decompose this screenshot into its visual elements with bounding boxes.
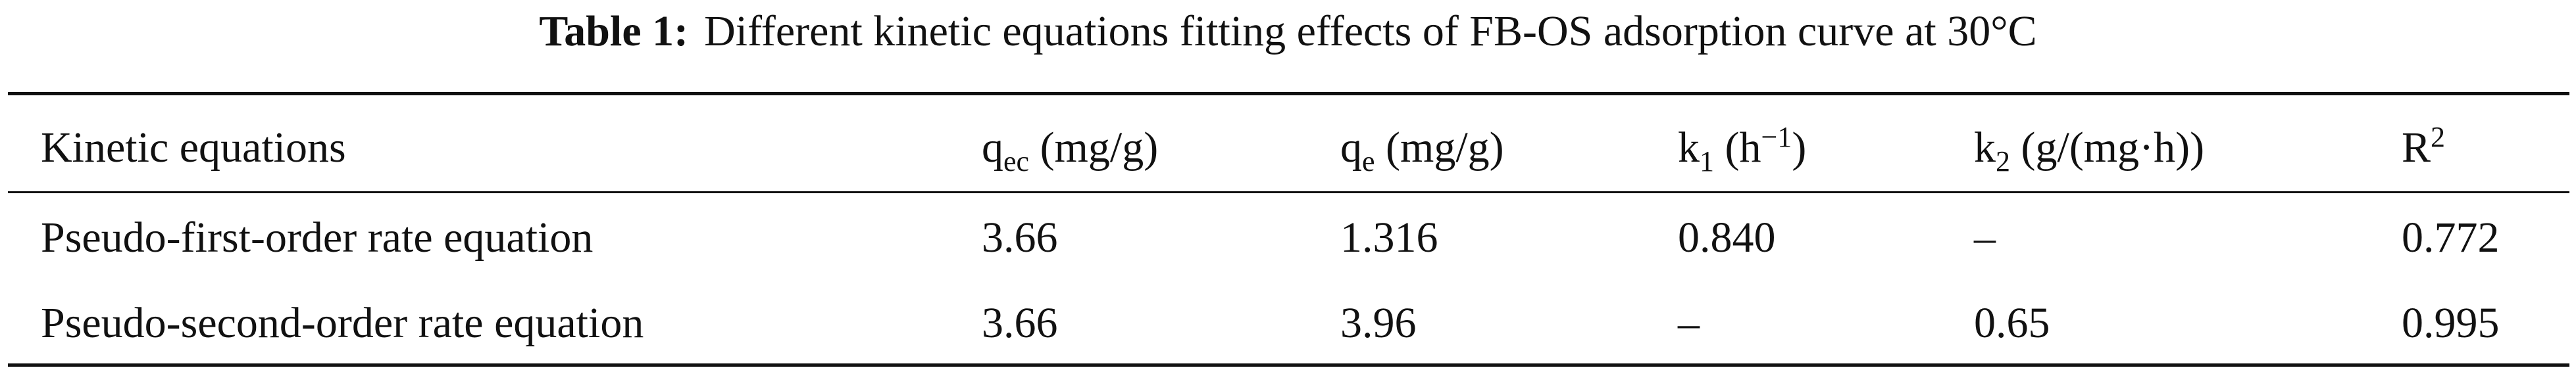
table-caption: Table 1: Different kinetic equations fitt… (0, 5, 2576, 58)
table-cell: 0.772 (2402, 214, 2500, 262)
header-text: Kinetic equations (41, 124, 346, 172)
header-text: ec (1003, 145, 1030, 178)
header-text: (mg/g) (1375, 124, 1504, 172)
header-cell: Kinetic equations (41, 122, 346, 174)
header-text: ) (1792, 124, 1807, 172)
header-text: 2 (2431, 121, 2446, 153)
header-rule (8, 191, 2569, 193)
table-cell: 0.840 (1678, 214, 1776, 262)
header-text: e (1362, 145, 1375, 178)
table-cell: 0.65 (1974, 299, 2050, 347)
header-text: −1 (1761, 121, 1792, 153)
header-text: (g/(mg·h)) (2010, 124, 2205, 172)
header-cell: R2 (2402, 122, 2445, 174)
row-label: Pseudo-second-order rate equation (41, 299, 644, 347)
caption-text: Different kinetic equations fitting effe… (704, 7, 2037, 55)
table-cell: 3.96 (1340, 299, 1417, 347)
header-text: 1 (1700, 145, 1714, 178)
header-text: q (1340, 124, 1362, 172)
header-text: (h (1714, 124, 1761, 172)
header-text: k (1974, 124, 1996, 172)
header-text: k (1678, 124, 1700, 172)
table-cell: 3.66 (982, 214, 1058, 262)
caption-label: Table 1: (539, 7, 689, 55)
header-text: q (982, 124, 1003, 172)
table-cell: 0.995 (2402, 299, 2500, 347)
table-cell: – (1974, 214, 1996, 262)
header-text: 2 (1996, 145, 2010, 178)
top-rule (8, 92, 2569, 95)
table-cell: 1.316 (1340, 214, 1438, 262)
header-cell: qec (mg/g) (982, 122, 1159, 178)
row-label: Pseudo-first-order rate equation (41, 214, 593, 262)
table-cell: – (1678, 299, 1700, 347)
header-text: (mg/g) (1029, 124, 1159, 172)
header-cell: qe (mg/g) (1340, 122, 1504, 178)
header-cell: k2 (g/(mg·h)) (1974, 122, 2205, 178)
table-cell: 3.66 (982, 299, 1058, 347)
header-cell: k1 (h−1) (1678, 121, 1807, 178)
bottom-rule (8, 363, 2569, 367)
header-text: R (2402, 124, 2431, 172)
